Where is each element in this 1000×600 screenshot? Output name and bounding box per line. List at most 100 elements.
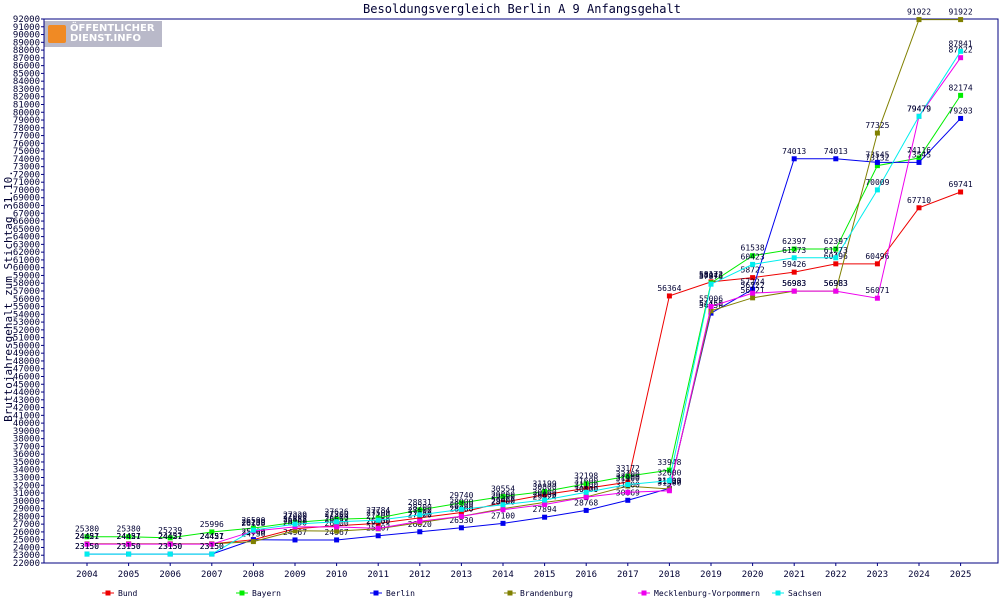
data-label: 56983 (824, 279, 848, 288)
logo-line-1: ÖFFENTLICHER (70, 23, 155, 34)
data-point (209, 551, 215, 557)
data-point (375, 525, 381, 531)
y-tick-label: 62000 (13, 248, 40, 258)
y-tick-label: 49000 (13, 349, 40, 359)
data-point (84, 551, 90, 557)
data-label: 32100 (616, 473, 640, 482)
data-label: 26230 (241, 518, 265, 527)
data-point (542, 514, 548, 520)
y-tick-label: 36000 (13, 450, 40, 460)
data-label: 26108 (241, 519, 265, 528)
data-point (625, 482, 631, 488)
data-label: 24457 (200, 532, 224, 541)
data-point (292, 528, 298, 534)
data-label: 28768 (574, 498, 598, 507)
data-point (750, 290, 756, 296)
y-tick-label: 56000 (13, 295, 40, 305)
legend-marker (641, 590, 647, 596)
y-tick-label: 37000 (13, 442, 40, 452)
data-point (791, 156, 797, 162)
data-point (833, 288, 839, 294)
data-point (958, 48, 964, 54)
data-label: 73545 (865, 150, 889, 159)
data-label: 33172 (616, 464, 640, 473)
data-label: 24421 (158, 532, 182, 541)
y-tick-label: 75000 (13, 147, 40, 157)
data-point (417, 518, 423, 524)
y-tick-label: 76000 (13, 139, 40, 149)
data-point (334, 528, 340, 534)
data-label: 31900 (616, 474, 640, 483)
data-label: 30800 (533, 483, 557, 492)
data-label: 79203 (949, 106, 973, 115)
data-label: 23150 (200, 542, 224, 551)
y-tick-label: 57000 (13, 287, 40, 297)
data-label: 28900 (449, 497, 473, 506)
data-point (958, 92, 964, 98)
data-label: 24756 (241, 530, 265, 539)
legend-marker (775, 590, 781, 596)
data-label: 74116 (907, 146, 931, 155)
y-tick-label: 54000 (13, 310, 40, 320)
data-point (958, 17, 964, 23)
y-tick-label: 60000 (13, 264, 40, 274)
x-tick-label: 2013 (451, 570, 473, 580)
y-tick-label: 71000 (13, 178, 40, 188)
data-point (126, 534, 132, 540)
data-point (625, 497, 631, 503)
data-label: 56722 (741, 281, 765, 290)
y-tick-label: 50000 (13, 341, 40, 351)
data-label: 31100 (574, 480, 598, 489)
data-label: 57224 (741, 277, 765, 286)
y-tick-label: 41000 (13, 411, 40, 421)
data-label: 79479 (907, 104, 931, 113)
data-point (417, 512, 423, 518)
y-tick-label: 83000 (13, 85, 40, 95)
data-label: 23150 (158, 542, 182, 551)
y-tick-label: 51000 (13, 334, 40, 344)
legend-label: Sachsen (788, 589, 822, 598)
x-tick-label: 2018 (659, 570, 681, 580)
data-label: 56983 (782, 279, 806, 288)
data-point (874, 130, 880, 136)
data-point (791, 246, 797, 252)
data-label: 60423 (741, 252, 765, 261)
y-tick-label: 69000 (13, 194, 40, 204)
data-point (916, 113, 922, 119)
data-label: 24457 (200, 532, 224, 541)
data-label: 61538 (741, 244, 765, 253)
data-label: 77325 (865, 121, 889, 130)
y-tick-label: 23000 (13, 551, 40, 561)
y-tick-label: 52000 (13, 326, 40, 336)
data-point (791, 269, 797, 275)
data-label: 25380 (117, 525, 141, 534)
data-label: 56071 (865, 286, 889, 295)
data-point (375, 517, 381, 523)
x-tick-label: 2008 (243, 570, 265, 580)
data-point (833, 246, 839, 252)
data-label: 27000 (283, 512, 307, 521)
logo-line-2: DIENST.INFO (70, 33, 141, 44)
y-tick-label: 39000 (13, 427, 40, 437)
y-tick-label: 79000 (13, 116, 40, 126)
legend-label: Berlin (386, 589, 415, 598)
series-line (87, 118, 961, 555)
data-point (916, 205, 922, 211)
data-point (958, 55, 964, 61)
data-label: 56983 (824, 279, 848, 288)
data-label: 58722 (741, 266, 765, 275)
data-point (708, 281, 714, 287)
data-point (833, 255, 839, 261)
data-point (458, 509, 464, 515)
data-point (500, 507, 506, 513)
data-label: 24421 (117, 532, 141, 541)
y-tick-label: 74000 (13, 155, 40, 165)
data-point (750, 275, 756, 281)
y-tick-label: 53000 (13, 318, 40, 328)
data-label: 25996 (200, 520, 224, 529)
data-point (666, 467, 672, 473)
data-label: 29800 (533, 490, 557, 499)
y-tick-label: 91000 (13, 23, 40, 33)
data-label: 67710 (907, 196, 931, 205)
y-tick-label: 46000 (13, 372, 40, 382)
